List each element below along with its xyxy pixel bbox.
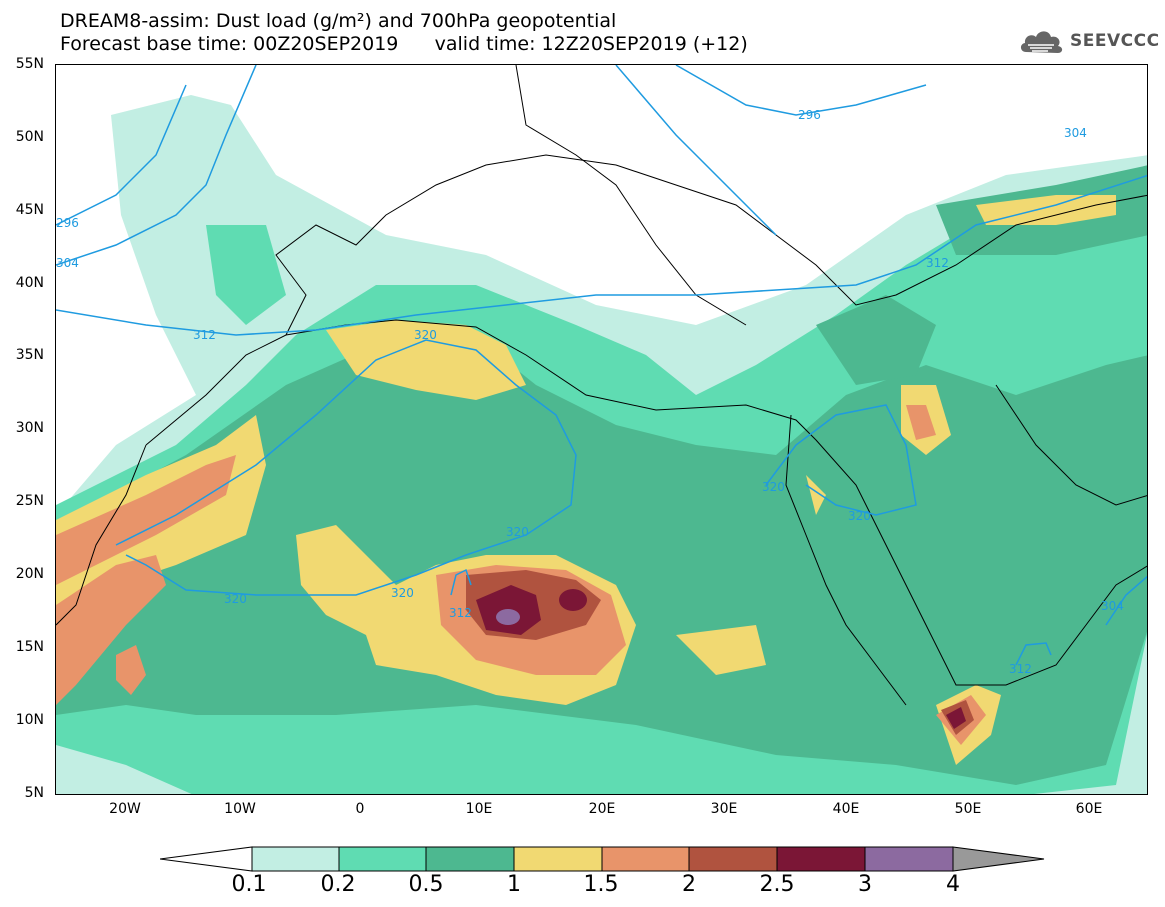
- contour-label: 296: [798, 108, 821, 122]
- contour-labels: 296 304 296 304 312 320 320 320 320 320 …: [56, 108, 1124, 676]
- colorbar-segment: [425, 846, 515, 872]
- contour-label: 312: [449, 606, 472, 620]
- lon-label: 50E: [954, 801, 982, 817]
- contour-label: 312: [926, 256, 949, 270]
- lat-label: 15N: [15, 639, 44, 655]
- dust-load-map: 296 304 296 304 312 320 320 320 320 320 …: [55, 64, 1148, 795]
- colorbar-segment: [864, 846, 954, 872]
- lon-label: 0: [355, 801, 365, 817]
- contour-label: 320: [414, 328, 437, 342]
- colorbar-label: 3: [858, 872, 872, 897]
- colorbar-label: 2.5: [759, 872, 795, 897]
- colorbar-label: 1: [507, 872, 521, 897]
- colorbar-segment: [776, 846, 866, 872]
- colorbar-label: 2: [682, 872, 696, 897]
- seevccc-logo: SEEVCCC: [1018, 26, 1160, 56]
- colorbar-segment: [601, 846, 690, 872]
- contour-label: 320: [391, 586, 414, 600]
- colorbar-low-arrow: [159, 846, 253, 872]
- contour-label: 320: [506, 525, 529, 539]
- colorbar-label: 0.5: [408, 872, 444, 897]
- lon-label: 10W: [224, 801, 256, 817]
- lon-label: 10E: [465, 801, 493, 817]
- colorbar-label: 1.5: [583, 872, 619, 897]
- lat-label: 10N: [15, 712, 44, 728]
- contour-label: 296: [56, 216, 79, 230]
- lon-label: 20E: [588, 801, 616, 817]
- contour-label: 320: [762, 480, 785, 494]
- logo-text: SEEVCCC: [1070, 31, 1160, 51]
- colorbar-svg: [159, 846, 1045, 872]
- map-title: DREAM8-assim: Dust load (g/m²) and 700hP…: [60, 10, 617, 32]
- contour-label: 304: [1101, 599, 1124, 613]
- lon-label: 40E: [832, 801, 860, 817]
- colorbar-segment: [688, 846, 778, 872]
- lon-label: 20W: [109, 801, 141, 817]
- map-canvas: 296 304 296 304 312 320 320 320 320 320 …: [56, 65, 1147, 794]
- contour-label: 312: [193, 328, 216, 342]
- contour-label: 304: [56, 256, 79, 270]
- colorbar-label: 0.2: [320, 872, 356, 897]
- lat-label: 45N: [15, 202, 44, 218]
- geopotential-contours: [56, 65, 1147, 666]
- forecast-time-subtitle: Forecast base time: 00Z20SEP2019 valid t…: [60, 33, 748, 55]
- contour-label: 312: [1009, 662, 1032, 676]
- contour-label: 304: [1064, 126, 1087, 140]
- lat-label: 30N: [15, 420, 44, 436]
- lon-label: 60E: [1075, 801, 1103, 817]
- lon-label: 30E: [710, 801, 738, 817]
- contour-label: 320: [224, 592, 247, 606]
- lat-label: 40N: [15, 275, 44, 291]
- dust-band-3: [496, 609, 520, 625]
- colorbar-label: 4: [946, 872, 960, 897]
- colorbar-segment: [338, 846, 427, 872]
- colorbar-label: 0.1: [231, 872, 267, 897]
- colorbar-segment: [513, 846, 603, 872]
- lat-label: 55N: [15, 56, 44, 72]
- colorbar-high-arrow: [952, 846, 1045, 872]
- contour-label: 320: [848, 509, 871, 523]
- dust-band-0.5: [56, 165, 1147, 785]
- cloud-icon: [1020, 31, 1063, 53]
- lat-label: 20N: [15, 566, 44, 582]
- lat-label: 5N: [24, 785, 44, 801]
- lat-label: 50N: [15, 129, 44, 145]
- lat-label: 25N: [15, 493, 44, 509]
- lat-label: 35N: [15, 347, 44, 363]
- colorbar: [159, 846, 1045, 876]
- colorbar-segment: [251, 846, 340, 872]
